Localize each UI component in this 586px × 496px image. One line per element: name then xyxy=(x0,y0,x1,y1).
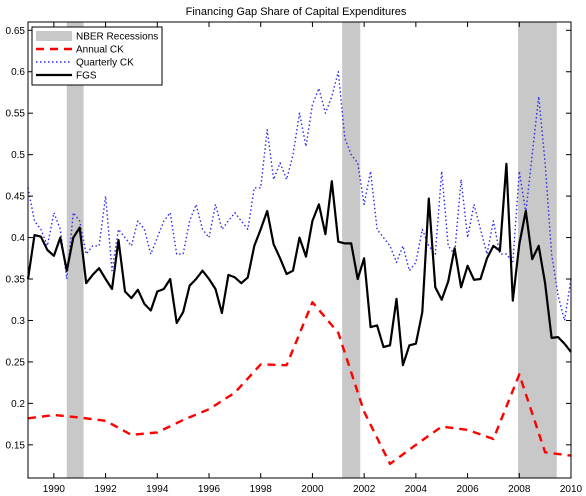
y-tick-label: 0.45 xyxy=(6,192,26,203)
x-tick-label: 1994 xyxy=(146,484,169,495)
recession-bands xyxy=(66,22,557,478)
series-line-annual-ck xyxy=(27,301,572,466)
legend-label: Annual CK xyxy=(76,45,124,56)
y-tick-label: 0.15 xyxy=(6,440,26,451)
x-tick-label: 1998 xyxy=(250,484,273,495)
x-tick-label: 1996 xyxy=(198,484,221,495)
y-tick-label: 0.55 xyxy=(6,109,26,120)
y-axis: 0.15 0.2 0.25 0.3 0.35 0.4 0.45 0.5 0.55 0.6 0.65 xyxy=(6,26,571,451)
legend-swatch-recessions xyxy=(36,31,72,41)
x-tick-label: 2006 xyxy=(456,484,479,495)
recession-band-1 xyxy=(66,22,84,478)
series-line-fgs xyxy=(26,162,572,367)
y-tick-label: 0.2 xyxy=(11,399,25,410)
y-tick-label: 0.5 xyxy=(11,150,25,161)
series-layer xyxy=(26,70,572,466)
series-line-quarterly-ck xyxy=(27,70,572,322)
y-tick-label: 0.6 xyxy=(11,67,25,78)
legend: NBER Recessions Annual CK Quarterly CK FGS xyxy=(31,26,163,86)
x-axis: 1990 1992 1994 1996 1998 2000 2002 2004 2006 2008… xyxy=(43,22,583,495)
y-tick-label: 0.4 xyxy=(11,233,25,244)
x-tick-label: 2008 xyxy=(508,484,531,495)
x-tick-label: 1992 xyxy=(94,484,117,495)
legend-label: Quarterly CK xyxy=(76,58,134,69)
y-tick-label: 0.35 xyxy=(6,275,26,286)
y-tick-label: 0.3 xyxy=(11,316,25,327)
legend-label: NBER Recessions xyxy=(76,32,158,43)
y-tick-label: 0.65 xyxy=(6,26,26,37)
x-tick-label: 2004 xyxy=(405,484,428,495)
chart-title: Financing Gap Share of Capital Expenditu… xyxy=(186,6,407,18)
recession-band-2 xyxy=(342,22,361,478)
x-tick-label: 2000 xyxy=(301,484,324,495)
legend-label: FGS xyxy=(76,71,97,82)
x-tick-label: 2002 xyxy=(353,484,376,495)
plot-frame xyxy=(27,21,572,479)
x-tick-label: 1990 xyxy=(43,484,66,495)
x-tick-label: 2010 xyxy=(560,484,583,495)
y-tick-label: 0.25 xyxy=(6,357,26,368)
